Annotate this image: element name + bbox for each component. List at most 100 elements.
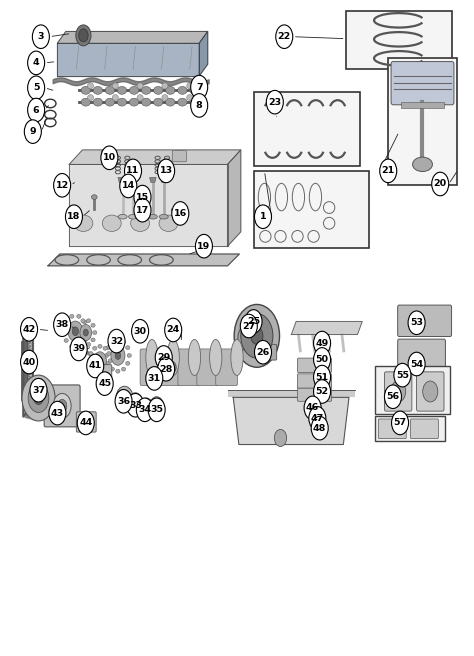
Circle shape (34, 392, 43, 405)
FancyBboxPatch shape (76, 412, 96, 432)
Ellipse shape (231, 339, 243, 375)
Ellipse shape (187, 94, 193, 100)
Text: 1: 1 (260, 213, 266, 221)
Circle shape (20, 350, 37, 374)
Circle shape (143, 403, 150, 413)
Circle shape (128, 393, 143, 413)
Ellipse shape (103, 346, 107, 350)
FancyBboxPatch shape (391, 62, 454, 105)
Text: 50: 50 (316, 355, 328, 364)
Ellipse shape (141, 98, 151, 106)
Ellipse shape (26, 368, 30, 371)
Ellipse shape (76, 338, 81, 342)
Circle shape (79, 29, 88, 42)
Ellipse shape (128, 215, 137, 219)
Text: 13: 13 (160, 167, 173, 175)
Circle shape (172, 201, 189, 225)
Text: 30: 30 (134, 327, 146, 336)
Text: 37: 37 (32, 386, 45, 395)
Circle shape (134, 185, 151, 209)
Ellipse shape (87, 359, 91, 363)
Circle shape (234, 304, 280, 367)
Circle shape (76, 25, 91, 46)
Ellipse shape (108, 359, 112, 363)
Polygon shape (228, 150, 241, 246)
FancyBboxPatch shape (140, 349, 162, 386)
Text: 45: 45 (98, 379, 111, 388)
Text: 22: 22 (278, 32, 291, 41)
Circle shape (116, 386, 133, 410)
Ellipse shape (26, 348, 30, 352)
Ellipse shape (93, 98, 102, 106)
FancyBboxPatch shape (417, 372, 444, 411)
Text: 55: 55 (396, 371, 409, 380)
FancyBboxPatch shape (44, 385, 80, 427)
Circle shape (27, 98, 45, 122)
Ellipse shape (81, 342, 85, 346)
Text: 51: 51 (316, 373, 328, 382)
Ellipse shape (127, 354, 131, 358)
Circle shape (314, 365, 330, 389)
Ellipse shape (26, 360, 30, 363)
Ellipse shape (159, 215, 178, 232)
Circle shape (394, 363, 411, 387)
Ellipse shape (107, 352, 111, 356)
Circle shape (57, 400, 67, 413)
FancyBboxPatch shape (261, 344, 277, 360)
Text: 44: 44 (79, 419, 92, 428)
Polygon shape (160, 177, 167, 182)
Circle shape (155, 346, 172, 369)
Ellipse shape (81, 319, 85, 323)
Text: 29: 29 (157, 353, 170, 362)
Circle shape (28, 384, 49, 413)
Ellipse shape (110, 367, 114, 371)
Circle shape (120, 392, 129, 404)
Circle shape (20, 318, 37, 341)
Circle shape (115, 390, 132, 413)
Circle shape (83, 329, 88, 336)
Polygon shape (199, 31, 208, 76)
Ellipse shape (190, 87, 199, 94)
Text: 24: 24 (166, 325, 180, 335)
Ellipse shape (82, 320, 87, 324)
Ellipse shape (121, 367, 126, 371)
Text: 5: 5 (33, 83, 39, 92)
Text: 7: 7 (196, 83, 202, 92)
Ellipse shape (118, 215, 127, 219)
Ellipse shape (64, 320, 68, 324)
Ellipse shape (146, 339, 158, 375)
Text: 11: 11 (127, 167, 140, 175)
Text: 32: 32 (110, 337, 123, 346)
Ellipse shape (26, 407, 30, 410)
Text: 6: 6 (33, 106, 39, 115)
FancyBboxPatch shape (375, 416, 446, 441)
Ellipse shape (26, 415, 30, 418)
Circle shape (54, 173, 71, 197)
Ellipse shape (70, 344, 74, 348)
Ellipse shape (98, 344, 102, 348)
Circle shape (111, 346, 125, 365)
Ellipse shape (89, 352, 93, 356)
Ellipse shape (178, 98, 187, 106)
Ellipse shape (26, 380, 30, 383)
Ellipse shape (91, 323, 95, 327)
Ellipse shape (141, 87, 151, 94)
Ellipse shape (121, 340, 126, 344)
Text: 18: 18 (67, 213, 81, 221)
Ellipse shape (84, 329, 89, 333)
Circle shape (120, 174, 137, 197)
Text: 21: 21 (382, 167, 395, 175)
Ellipse shape (126, 361, 130, 365)
Circle shape (384, 385, 401, 409)
Text: 57: 57 (393, 419, 407, 428)
Text: 12: 12 (55, 181, 69, 190)
Text: 16: 16 (173, 209, 187, 218)
Circle shape (137, 398, 154, 422)
Circle shape (314, 331, 330, 355)
FancyBboxPatch shape (159, 349, 181, 386)
FancyBboxPatch shape (410, 419, 438, 439)
Ellipse shape (167, 339, 179, 375)
Text: 42: 42 (22, 325, 36, 334)
Ellipse shape (75, 331, 79, 335)
Text: 34: 34 (138, 405, 151, 415)
